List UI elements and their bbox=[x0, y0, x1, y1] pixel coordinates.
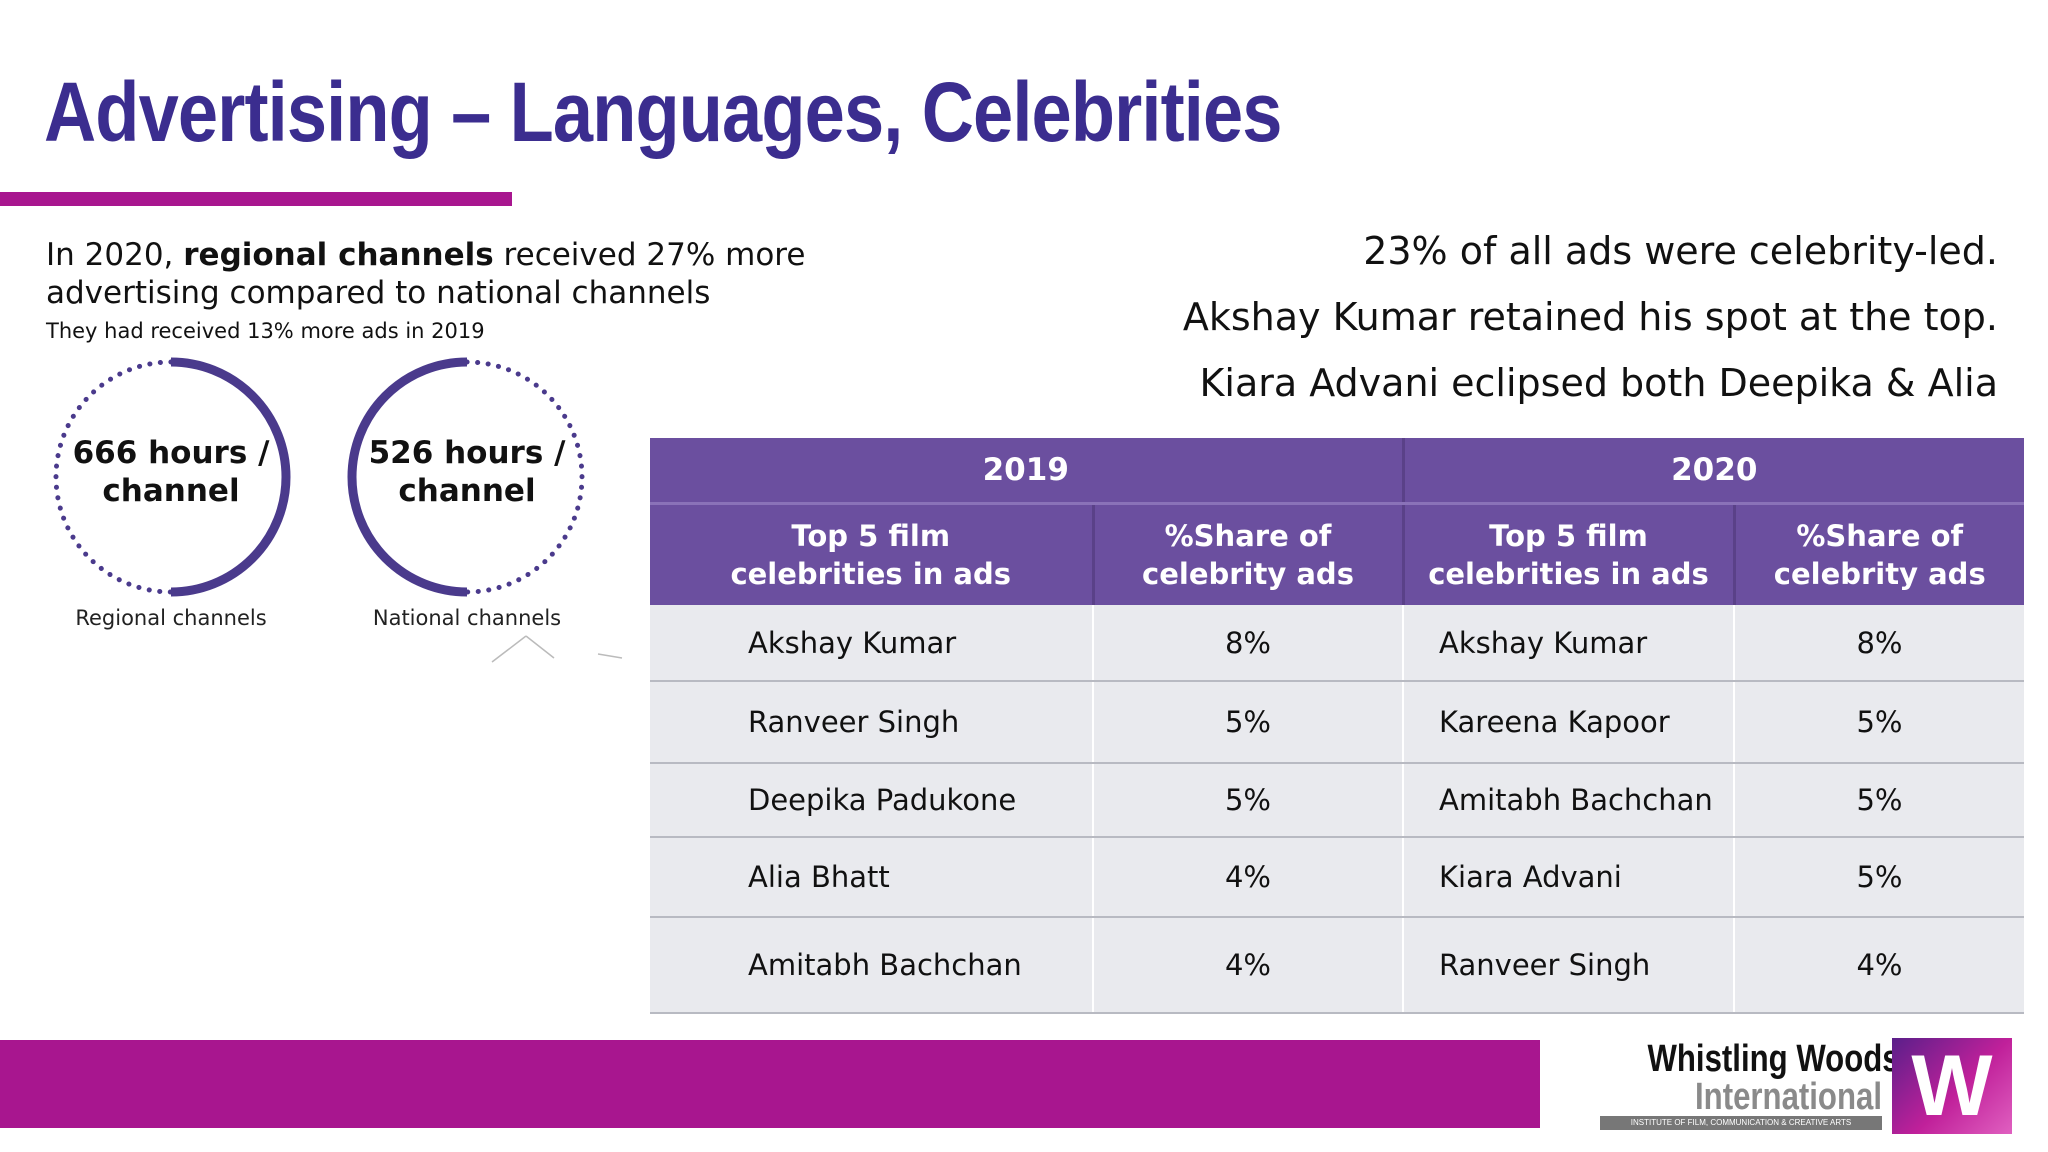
logo-wordmark: Whistling Woods International bbox=[1647, 1038, 1900, 1118]
share-2020-cell: 4% bbox=[1733, 917, 2024, 1014]
regional-ring-caption: Regional channels bbox=[75, 606, 267, 630]
slide-title: Advertising – Languages, Celebrities bbox=[44, 65, 1282, 159]
national-hours-ring: 526 hours / channel bbox=[342, 352, 592, 602]
regional-subline: They had received 13% more ads in 2019 bbox=[46, 319, 485, 343]
decorative-strokes bbox=[491, 635, 623, 663]
year-2019-header: 2019 bbox=[650, 438, 1403, 505]
share-2020-cell: 5% bbox=[1733, 763, 2024, 838]
title-underline bbox=[0, 192, 512, 206]
col-share-2019: %Share of celebrity ads bbox=[1091, 503, 1403, 605]
year-header-row: 2019 2020 bbox=[650, 438, 2024, 505]
table-row: Alia Bhatt 4% Kiara Advani 5% bbox=[650, 837, 2024, 918]
national-ring-graphic bbox=[347, 357, 585, 597]
share-2020-cell: 5% bbox=[1733, 681, 2024, 764]
celeb-2020-cell: Kiara Advani bbox=[1402, 837, 1734, 918]
celeb-2020-cell: Ranveer Singh bbox=[1402, 917, 1734, 1014]
celebrity-ads-table: 2019 2020 Top 5 film celebrities in ads %… bbox=[650, 438, 2024, 1014]
table-row: Akshay Kumar 8% Akshay Kumar 8% bbox=[650, 605, 2024, 682]
year-2020-header: 2020 bbox=[1401, 438, 2024, 505]
table-row: Deepika Padukone 5% Amitabh Bachchan 5% bbox=[650, 763, 2024, 838]
share-2019-cell: 5% bbox=[1092, 681, 1403, 764]
celeb-2020-cell: Kareena Kapoor bbox=[1402, 681, 1734, 764]
fact-akshay-top: Akshay Kumar retained his spot at the to… bbox=[1182, 295, 1998, 339]
table-row: Ranveer Singh 5% Kareena Kapoor 5% bbox=[650, 681, 2024, 764]
celeb-2019-cell: Amitabh Bachchan bbox=[650, 917, 1093, 1014]
col-celebs-2020: Top 5 film celebrities in ads bbox=[1401, 503, 1734, 605]
celeb-2019-cell: Alia Bhatt bbox=[650, 837, 1093, 918]
regional-headline-line2: advertising compared to national channel… bbox=[46, 275, 711, 311]
regional-hours-ring: 666 hours / channel bbox=[46, 352, 296, 602]
share-2020-cell: 8% bbox=[1733, 605, 2024, 682]
celeb-2020-cell: Akshay Kumar bbox=[1402, 605, 1734, 682]
fact-celebrity-share: 23% of all ads were celebrity-led. bbox=[1363, 229, 1998, 273]
footer-accent-bar bbox=[0, 1040, 1540, 1128]
share-2019-cell: 8% bbox=[1092, 605, 1403, 682]
share-2019-cell: 4% bbox=[1092, 837, 1403, 918]
regional-channels-summary: In 2020, regional channels received 27% … bbox=[46, 236, 805, 346]
logo-tagline: INSTITUTE OF FILM, COMMUNICATION & CREAT… bbox=[1600, 1116, 1882, 1130]
celebrity-facts: 23% of all ads were celebrity-led. Aksha… bbox=[1183, 218, 1998, 416]
regional-hours-label: 666 hours / channel bbox=[72, 435, 270, 509]
column-header-row: Top 5 film celebrities in ads %Share of ce… bbox=[650, 503, 2024, 605]
regional-ring-graphic bbox=[53, 357, 291, 597]
celeb-2019-cell: Akshay Kumar bbox=[650, 605, 1093, 682]
fact-kiara-advani: Kiara Advani eclipsed both Deepika & Ali… bbox=[1199, 361, 1998, 405]
celeb-2019-cell: Deepika Padukone bbox=[650, 763, 1093, 838]
share-2019-cell: 4% bbox=[1092, 917, 1403, 1014]
whistling-woods-logo: Whistling Woods International INSTITUTE … bbox=[1596, 1036, 2016, 1136]
col-share-2020: %Share of celebrity ads bbox=[1732, 503, 2024, 605]
regional-headline-line1: In 2020, regional channels received 27% … bbox=[46, 237, 806, 273]
share-2020-cell: 5% bbox=[1733, 837, 2024, 918]
share-2019-cell: 5% bbox=[1092, 763, 1403, 838]
regional-headline-bold: regional channels bbox=[183, 237, 494, 273]
logo-w-mark-icon: W bbox=[1892, 1038, 2012, 1134]
national-hours-label: 526 hours / channel bbox=[368, 435, 566, 509]
col-celebs-2019: Top 5 film celebrities in ads bbox=[650, 503, 1093, 605]
celeb-2020-cell: Amitabh Bachchan bbox=[1402, 763, 1734, 838]
table-row: Amitabh Bachchan 4% Ranveer Singh 4% bbox=[650, 917, 2024, 1014]
national-ring-caption: National channels bbox=[372, 606, 562, 630]
celeb-2019-cell: Ranveer Singh bbox=[650, 681, 1093, 764]
